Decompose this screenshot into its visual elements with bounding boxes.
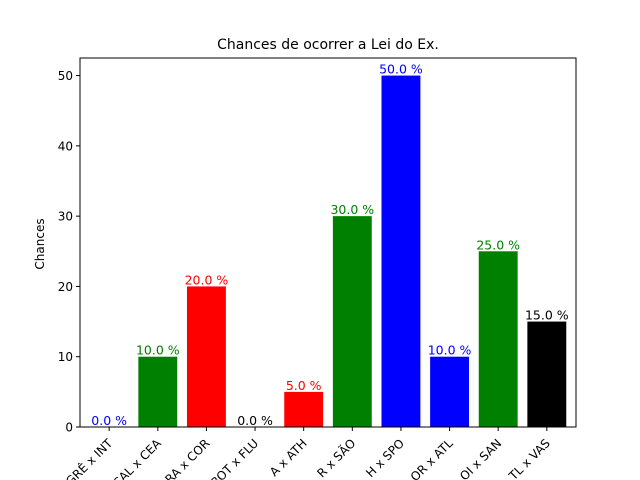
bar-5 (284, 391, 324, 427)
data-label-6: 30.0 % (330, 202, 374, 217)
y-axis-label: Chances (33, 218, 47, 269)
bar-6 (332, 216, 372, 427)
data-label-1: 0.0 % (91, 413, 127, 428)
x-tick-label-1: GRÊ x INT (62, 435, 115, 480)
x-tick-label-5: A x ATH (267, 436, 310, 479)
data-label-3: 20.0 % (185, 272, 229, 287)
bar-8 (430, 356, 470, 427)
x-tick-label-4: BOT x FLU (208, 436, 261, 480)
chart-title: Chances de ocorrer a Lei do Ex. (217, 37, 439, 53)
bar-10 (527, 321, 567, 427)
x-tick-label-10: TL x VAS (506, 436, 553, 480)
y-tick-label-20: 20 (58, 280, 73, 294)
plot-frame (79, 57, 577, 428)
x-tick-label-9: OI x SAN (457, 436, 504, 480)
data-label-4: 0.0 % (237, 413, 273, 428)
data-label-7: 50.0 % (379, 62, 423, 77)
x-tick-label-3: RA x COR (162, 436, 212, 480)
data-label-10: 15.0 % (525, 308, 569, 323)
x-tick-label-8: OR x ATL (408, 436, 456, 480)
x-tick-label-7: H x SPO (363, 436, 407, 480)
data-label-5: 5.0 % (286, 378, 322, 393)
y-tick-label-50: 50 (58, 69, 73, 83)
bar-3 (186, 286, 226, 427)
bar-9 (478, 251, 518, 427)
bar-7 (381, 75, 421, 427)
y-tick-label-10: 10 (58, 350, 73, 364)
data-label-2: 10.0 % (136, 343, 180, 358)
y-tick-label-30: 30 (58, 210, 73, 224)
data-label-8: 10.0 % (428, 343, 472, 358)
data-label-9: 25.0 % (476, 237, 520, 252)
y-tick-label-40: 40 (58, 139, 73, 153)
y-tick-label-0: 0 (65, 421, 73, 435)
x-tick-label-6: R x SÃO (314, 436, 359, 480)
bar-2 (138, 356, 178, 427)
x-tick-label-2: CAL x CEA (110, 436, 164, 480)
